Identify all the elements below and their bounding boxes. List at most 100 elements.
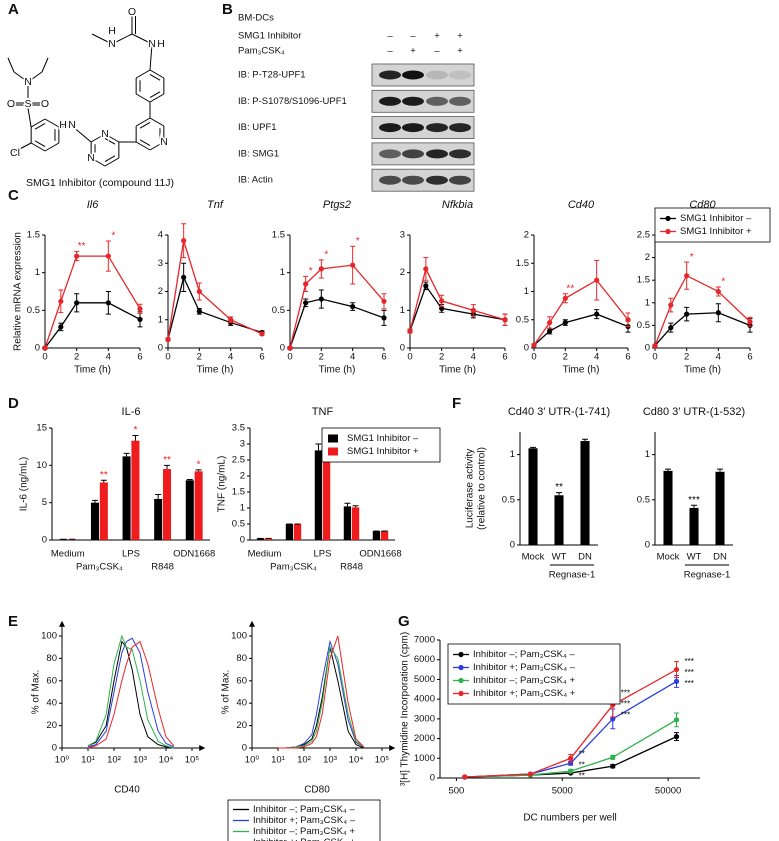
group-label: Regnase-1 (549, 570, 595, 581)
blot-band (426, 175, 448, 185)
data-point (439, 305, 445, 312)
data-point (547, 319, 553, 326)
blot-band (426, 96, 448, 106)
atom-label: H (59, 119, 67, 131)
data-point (407, 328, 413, 334)
condition-sign: + (457, 46, 463, 57)
bond (104, 155, 116, 162)
data-point (684, 273, 690, 279)
error-bar (195, 469, 202, 472)
bond (90, 133, 106, 143)
y-tick-label: 0.5 (516, 314, 529, 325)
x-axis-label: CD80 (304, 785, 330, 796)
data-point (673, 678, 680, 685)
significance: *** (621, 688, 630, 697)
bond (41, 57, 49, 73)
bond (139, 139, 151, 146)
structure-caption: SMG1 Inhibitor (compound 11J) (26, 177, 174, 189)
bar (554, 495, 564, 545)
bar (264, 538, 273, 540)
x-axis-label: CD40 (114, 785, 140, 796)
series-line (278, 645, 365, 749)
blot-band (449, 70, 471, 80)
series-line (167, 275, 263, 340)
y-tick-label: 100 (231, 631, 247, 642)
x-tick-label: 6 (259, 352, 264, 363)
data-point (181, 238, 187, 244)
chart-title: Ptgs2 (323, 199, 351, 211)
blot-band (402, 70, 424, 80)
y-tick-label: 80 (236, 653, 247, 664)
data-point (287, 345, 293, 351)
series-line (87, 634, 174, 749)
data-point (747, 319, 753, 325)
bar (351, 507, 360, 540)
y-tick-label: 2000 (414, 733, 435, 744)
y-tick-label: 0 (52, 743, 57, 754)
significance: *** (621, 699, 630, 708)
bar (580, 441, 590, 545)
error-bar (691, 504, 697, 508)
error-bar (155, 493, 162, 499)
panel-letter: D (8, 395, 19, 412)
bond (111, 33, 133, 45)
y-tick-label: 2 (524, 230, 529, 241)
x-tick-label: Mock (657, 552, 680, 563)
data-point (58, 324, 64, 330)
y-tick-label: 2 (240, 471, 245, 482)
bond (149, 43, 153, 71)
x-tick-label: Mock (522, 552, 545, 563)
series-line (654, 274, 751, 346)
data-point (439, 298, 445, 304)
legend-label: Inhibitor –; Pam₃CSK₄ + (253, 826, 355, 837)
data-point (673, 666, 680, 673)
y-tick-label: 0 (42, 535, 47, 546)
blot-band (402, 96, 424, 106)
bond (13, 142, 32, 153)
error-bar (717, 468, 723, 472)
chart-title: Nfkbia (442, 199, 473, 211)
bar (285, 524, 294, 540)
y-tick-label: 7000 (414, 635, 435, 646)
x-axis-label: Time (h) (319, 365, 356, 376)
bond (7, 57, 15, 73)
y-axis-label: ³[H] Thymidine Incorporation (cpm) (400, 632, 411, 786)
legend-marker (665, 228, 671, 235)
y-tick-label: 20 (236, 720, 247, 731)
legend-label: Inhibitor –; Pam₃CSK₄ + (473, 675, 575, 686)
y-tick-label: 1 (510, 449, 515, 460)
chart-title: Cd80 3′ UTR-(1-532) (643, 406, 745, 418)
chart-title: Cd40 (568, 199, 595, 211)
y-tick-label: 0.5 (27, 305, 40, 316)
blot-band (426, 149, 448, 159)
y-axis-label: % of Max. (31, 670, 42, 714)
y-tick-label: 4000 (414, 694, 435, 705)
bar (131, 440, 140, 540)
data-point (137, 306, 143, 312)
data-point (105, 300, 111, 306)
condition-label: SMG1 Inhibitor (238, 31, 301, 42)
error-bar (100, 479, 107, 483)
legend-label: Inhibitor –; Pam₃CSK₄ – (253, 804, 355, 815)
bond (149, 91, 161, 98)
significance: ** (163, 455, 171, 466)
y-tick-label: 0 (240, 535, 245, 546)
atom-label: N (68, 119, 76, 131)
panel-letter: C (8, 187, 19, 204)
legend-box (447, 643, 621, 705)
x-tick-label: 10² (297, 755, 311, 766)
significance: * (324, 250, 328, 261)
data-point (74, 300, 80, 306)
y-tick-label: 1.5 (637, 275, 650, 286)
bond (13, 71, 29, 83)
y-tick-label: 2 (400, 267, 405, 278)
significance: ** (566, 283, 574, 294)
significance: ** (579, 760, 585, 769)
x-tick-label: ODN1668 (359, 549, 401, 560)
blot-band (379, 123, 401, 133)
legend-box (227, 799, 381, 841)
chart-title: Tnf (207, 199, 224, 211)
bar (90, 502, 99, 540)
bond (149, 141, 165, 151)
bar (99, 482, 108, 540)
